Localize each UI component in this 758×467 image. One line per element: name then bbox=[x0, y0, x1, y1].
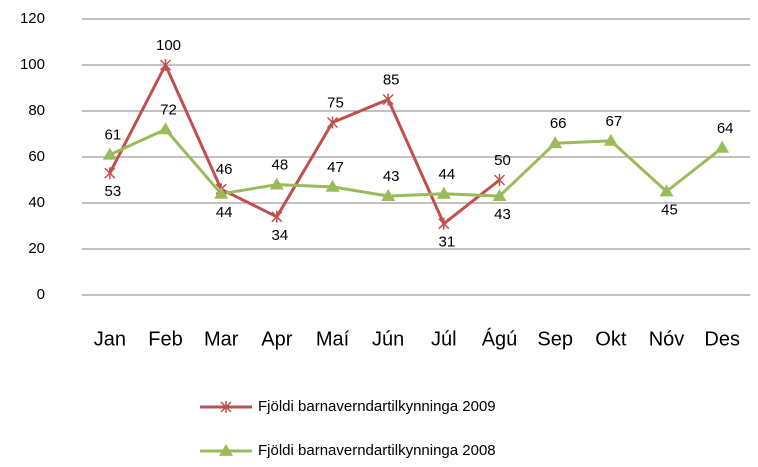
x-tick-label: Des bbox=[704, 328, 740, 350]
data-point bbox=[603, 133, 618, 146]
data-label: 75 bbox=[327, 94, 344, 111]
legend-label: Fjöldi barnaverndartilkynninga 2009 bbox=[258, 398, 496, 415]
x-tick-label: Sep bbox=[537, 328, 573, 350]
data-point bbox=[715, 140, 730, 153]
data-point bbox=[492, 189, 507, 201]
legend-marker bbox=[219, 444, 233, 456]
data-point bbox=[271, 210, 283, 223]
data-label: 46 bbox=[216, 161, 233, 178]
x-tick-label: Nóv bbox=[649, 328, 685, 350]
data-point bbox=[325, 179, 340, 192]
data-point bbox=[104, 167, 116, 180]
data-label: 61 bbox=[104, 127, 121, 144]
data-point bbox=[326, 116, 339, 129]
data-point bbox=[382, 93, 394, 106]
y-tick-label: 0 bbox=[37, 286, 45, 303]
data-point bbox=[438, 217, 450, 230]
data-label: 45 bbox=[661, 201, 678, 218]
y-tick-label: 40 bbox=[28, 194, 45, 211]
data-point bbox=[493, 174, 506, 186]
data-label: 64 bbox=[717, 120, 734, 137]
y-tick-label: 100 bbox=[20, 56, 45, 73]
y-tick-label: 60 bbox=[28, 148, 45, 165]
legend-marker bbox=[220, 401, 232, 413]
data-point bbox=[159, 59, 172, 71]
data-point bbox=[548, 136, 563, 149]
data-label: 47 bbox=[327, 159, 344, 176]
x-tick-label: Mar bbox=[204, 328, 239, 350]
y-tick-label: 120 bbox=[20, 10, 45, 27]
x-tick-label: Apr bbox=[261, 328, 292, 350]
data-label: 50 bbox=[494, 152, 511, 169]
y-tick-label: 80 bbox=[28, 102, 45, 119]
data-label: 72 bbox=[160, 101, 177, 118]
data-label: 53 bbox=[104, 183, 121, 200]
data-label: 66 bbox=[550, 115, 567, 132]
data-label: 85 bbox=[383, 71, 400, 88]
data-point bbox=[214, 186, 229, 199]
x-tick-label: Ágú bbox=[482, 327, 518, 350]
data-point bbox=[436, 186, 451, 199]
data-label: 100 bbox=[156, 37, 181, 54]
x-tick-label: Maí bbox=[316, 328, 350, 350]
legend-label: Fjöldi barnaverndartilkynninga 2008 bbox=[258, 442, 496, 459]
data-point bbox=[659, 184, 674, 197]
data-label: 44 bbox=[438, 166, 455, 183]
data-label: 67 bbox=[605, 113, 622, 130]
x-tick-label: Jan bbox=[94, 328, 126, 350]
data-label: 34 bbox=[271, 227, 288, 244]
x-tick-label: Okt bbox=[595, 328, 627, 350]
x-tick-label: Feb bbox=[148, 328, 182, 350]
data-point bbox=[102, 147, 117, 160]
series-line bbox=[108, 63, 501, 226]
series-line bbox=[109, 127, 724, 198]
data-label: 43 bbox=[383, 168, 400, 185]
x-tick-label: Jún bbox=[372, 328, 404, 350]
x-tick-label: Júl bbox=[431, 328, 457, 350]
data-label: 31 bbox=[438, 234, 455, 251]
data-point bbox=[158, 122, 173, 135]
data-label: 43 bbox=[494, 206, 511, 223]
data-point bbox=[269, 177, 284, 190]
y-tick-label: 20 bbox=[28, 240, 45, 257]
data-point bbox=[381, 189, 396, 201]
data-label: 48 bbox=[271, 157, 288, 174]
data-label: 44 bbox=[216, 204, 233, 221]
